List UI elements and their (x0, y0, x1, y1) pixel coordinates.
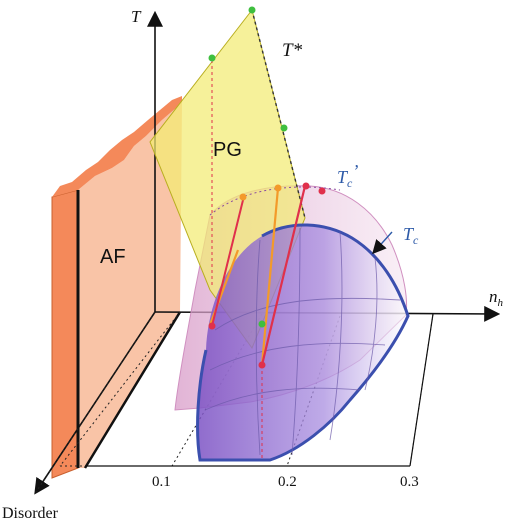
floor-right-edge (409, 313, 434, 467)
tc-pointer-arrow (372, 231, 393, 255)
marker-green-top (248, 6, 256, 14)
tick-0-3: 0.3 (400, 474, 419, 490)
doping-axis-subscript: h (498, 297, 504, 309)
tc-subscript: c (413, 233, 419, 247)
tick-0-2: 0.2 (278, 474, 297, 490)
sample-line-red-1 (211, 195, 245, 327)
marker-red-4 (258, 361, 266, 369)
marker-red-3 (208, 322, 216, 330)
sample-line-orange-2 (260, 187, 280, 366)
af-region-label: AF (100, 246, 126, 268)
sample-line-red-2 (260, 185, 307, 366)
markers (208, 6, 326, 369)
marker-green-mid (208, 54, 216, 62)
doping-axis-label: nh (489, 287, 504, 309)
tc-prime-subscript: c (347, 176, 353, 190)
temperature-axis-label: T (131, 7, 142, 26)
disorder-axis-label: Disorder (2, 505, 59, 522)
tc-outline (196, 223, 410, 462)
tc-surface (197, 224, 408, 460)
marker-green-right (280, 124, 288, 132)
af-top-edge (52, 96, 182, 197)
marker-green-bottom (258, 320, 266, 328)
marker-red-2 (318, 187, 326, 195)
marker-red-1 (302, 182, 310, 190)
tc-mesh (204, 227, 401, 456)
marker-orange-1 (274, 184, 282, 192)
tc-prime-label: Tc’ (337, 161, 358, 190)
tc-prime-mark: ’ (352, 161, 358, 181)
af-right-line (83, 311, 182, 469)
tc-label: Tc (403, 224, 419, 247)
tick-0-1: 0.1 (152, 474, 171, 490)
af-region-face (78, 102, 182, 468)
t-star-label: T* (282, 40, 303, 61)
marker-orange-2 (239, 193, 247, 201)
pg-region-label: PG (213, 139, 242, 161)
